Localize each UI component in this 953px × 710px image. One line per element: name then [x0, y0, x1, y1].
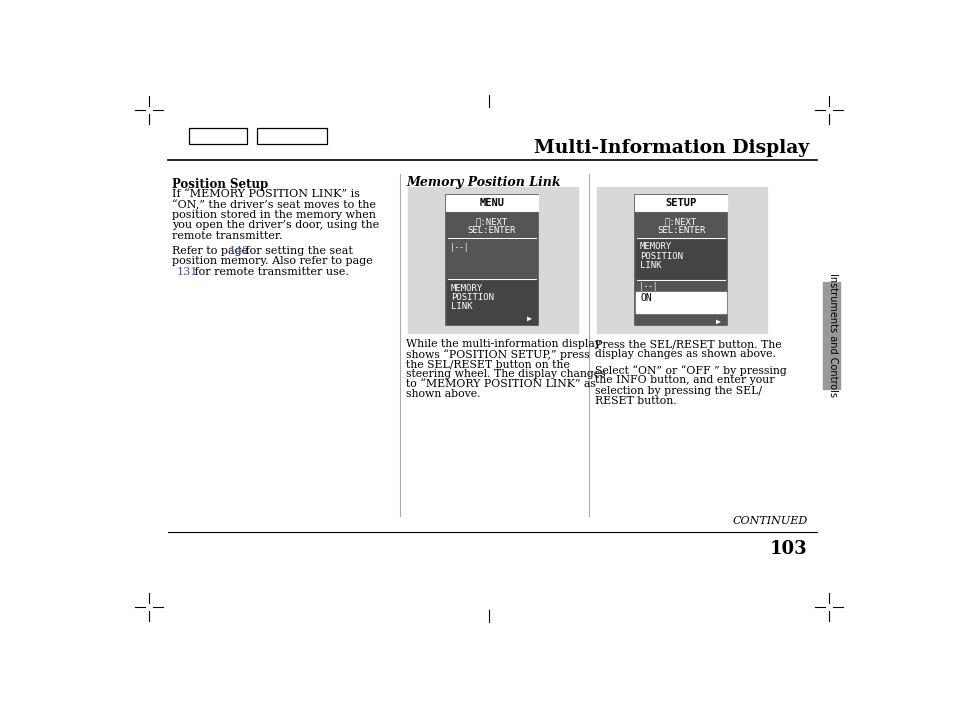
- Text: shown above.: shown above.: [406, 389, 480, 399]
- Text: ⓘ:NEXT: ⓘ:NEXT: [664, 218, 697, 226]
- Text: for remote transmitter use.: for remote transmitter use.: [191, 266, 348, 276]
- Text: RESET button.: RESET button.: [595, 395, 676, 405]
- Text: CONTINUED: CONTINUED: [732, 516, 806, 526]
- Text: Refer to page: Refer to page: [172, 246, 252, 256]
- Text: While the multi-information display: While the multi-information display: [406, 339, 600, 349]
- Bar: [596, 187, 766, 333]
- Text: ON: ON: [639, 293, 651, 303]
- Bar: [189, 128, 247, 145]
- Text: ▶: ▶: [526, 314, 531, 323]
- Text: MEMORY: MEMORY: [639, 242, 672, 251]
- Text: |--|: |--|: [639, 283, 657, 291]
- Text: SEL:ENTER: SEL:ENTER: [657, 226, 704, 235]
- Text: the INFO button, and enter your: the INFO button, and enter your: [595, 376, 774, 386]
- Bar: [447, 280, 537, 324]
- Bar: [407, 187, 578, 333]
- Text: |--|: |--|: [450, 243, 468, 252]
- Text: shows “POSITION SETUP,” press: shows “POSITION SETUP,” press: [406, 349, 589, 360]
- Bar: [635, 195, 726, 212]
- Text: Multi-Information Display: Multi-Information Display: [533, 139, 808, 157]
- Text: position stored in the memory when: position stored in the memory when: [172, 210, 375, 220]
- Bar: [636, 292, 725, 313]
- Text: display changes as shown above.: display changes as shown above.: [595, 349, 775, 359]
- Text: ▶: ▶: [715, 316, 720, 325]
- Text: 142: 142: [229, 246, 250, 256]
- Text: remote transmitter.: remote transmitter.: [172, 231, 282, 241]
- Text: If “MEMORY POSITION LINK” is: If “MEMORY POSITION LINK” is: [172, 189, 359, 199]
- Text: LINK: LINK: [639, 261, 660, 270]
- Text: LINK: LINK: [451, 302, 472, 312]
- Bar: [636, 240, 725, 278]
- Text: for setting the seat: for setting the seat: [242, 246, 353, 256]
- Text: Select “ON” or “OFF ” by pressing: Select “ON” or “OFF ” by pressing: [595, 366, 786, 376]
- Text: Press the SEL/RESET button. The: Press the SEL/RESET button. The: [595, 339, 781, 349]
- Bar: [822, 282, 840, 389]
- Text: selection by pressing the SEL/: selection by pressing the SEL/: [595, 386, 761, 395]
- Text: POSITION: POSITION: [639, 251, 682, 261]
- Text: 103: 103: [769, 540, 806, 557]
- Text: SETUP: SETUP: [665, 198, 696, 208]
- Text: position memory. Also refer to page: position memory. Also refer to page: [172, 256, 373, 266]
- Text: POSITION: POSITION: [451, 293, 494, 302]
- Text: 131: 131: [176, 266, 198, 276]
- Text: Memory Position Link: Memory Position Link: [406, 176, 560, 189]
- Bar: [257, 128, 327, 145]
- Text: Instruments and Controls: Instruments and Controls: [827, 273, 837, 398]
- Text: MEMORY: MEMORY: [451, 284, 482, 293]
- Bar: [446, 195, 537, 325]
- Text: you open the driver’s door, using the: you open the driver’s door, using the: [172, 220, 378, 230]
- Text: “ON,” the driver’s seat moves to the: “ON,” the driver’s seat moves to the: [172, 200, 375, 210]
- Text: Position Setup: Position Setup: [172, 178, 268, 190]
- Bar: [446, 195, 537, 212]
- Text: ⓘ:NEXT: ⓘ:NEXT: [476, 218, 508, 226]
- Text: SEL:ENTER: SEL:ENTER: [467, 226, 516, 235]
- Text: to “MEMORY POSITION LINK” as: to “MEMORY POSITION LINK” as: [406, 379, 596, 389]
- Text: MENU: MENU: [479, 198, 504, 208]
- Bar: [635, 195, 726, 325]
- Text: the SEL/RESET button on the: the SEL/RESET button on the: [406, 359, 569, 369]
- Text: steering wheel. The display changes: steering wheel. The display changes: [406, 369, 605, 379]
